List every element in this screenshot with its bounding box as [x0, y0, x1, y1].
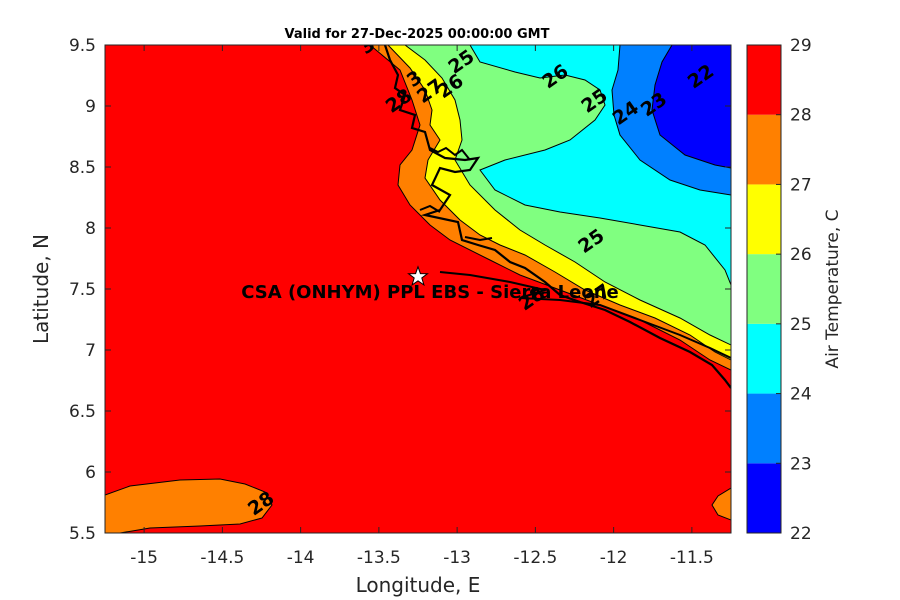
colorbar-segment — [747, 393, 781, 464]
x-tick-label: -11.5 — [670, 548, 714, 568]
band-27-28-southwest — [105, 478, 273, 533]
colorbar-tick-label: 23 — [790, 454, 812, 474]
colorbar-tick-label: 25 — [790, 315, 812, 335]
colorbar-frame — [746, 44, 782, 534]
colorbar: 22 23 24 25 26 27 28 29 — [746, 36, 812, 544]
colorbar-tick-label: 27 — [790, 175, 812, 195]
x-tick-label: -13 — [443, 548, 471, 568]
y-tick-label: 6.5 — [69, 402, 96, 422]
x-tick-label: -14.5 — [200, 548, 244, 568]
x-tick-label: -12.5 — [513, 548, 557, 568]
x-axis: -15 -14.5 -14 -13.5 -13 -12.5 -12 -11.5 — [130, 45, 714, 568]
colorbar-segment — [747, 463, 781, 533]
y-tick-label: 7 — [85, 341, 96, 361]
y-tick-label: 5.5 — [69, 524, 96, 544]
coastline-islands — [419, 146, 493, 242]
y-tick-label: 6 — [85, 463, 96, 483]
x-axis-title: Longitude, E — [356, 573, 481, 597]
colorbar-tick-label: 24 — [790, 385, 812, 405]
site-label: CSA (ONHYM) PPL EBS - Sierra Leone — [241, 282, 618, 303]
colorbar-tick-label: 29 — [790, 36, 812, 56]
colorbar-segment — [747, 184, 781, 255]
x-tick-label: -14 — [287, 548, 315, 568]
y-tick-label: 7.5 — [69, 280, 96, 300]
y-tick-label: 9.5 — [69, 36, 96, 56]
x-tick-label: -12 — [600, 548, 628, 568]
plot-title: Valid for 27-Dec-2025 00:00:00 GMT — [285, 27, 550, 42]
colorbar-segment — [747, 323, 781, 394]
y-axis-title: Latitude, N — [29, 234, 53, 344]
x-tick-label: -13.5 — [357, 548, 401, 568]
colorbar-segment — [747, 254, 781, 324]
y-axis: 5.5 6 6.5 7 7.5 8 8.5 9 9.5 — [69, 36, 731, 544]
x-tick-label: -15 — [130, 548, 158, 568]
temperature-contour-map — [105, 45, 731, 533]
colorbar-segment — [747, 114, 781, 185]
coastline — [383, 45, 731, 389]
band-22-23 — [651, 45, 731, 169]
colorbar-segment — [747, 45, 781, 115]
band-27-28-southeast — [711, 487, 731, 521]
y-tick-label: 9 — [85, 97, 96, 117]
site-layer: CSA (ONHYM) PPL EBS - Sierra Leone — [241, 265, 619, 303]
colorbar-tick-label: 28 — [790, 106, 812, 126]
y-tick-label: 8 — [85, 219, 96, 239]
colorbar-tick-label: 26 — [790, 245, 812, 265]
colorbar-title: Air Temperature, C — [823, 209, 843, 368]
y-tick-label: 8.5 — [69, 158, 96, 178]
site-star-icon — [407, 265, 429, 287]
coastline-detail — [439, 271, 731, 359]
colorbar-tick-label: 22 — [790, 524, 812, 544]
